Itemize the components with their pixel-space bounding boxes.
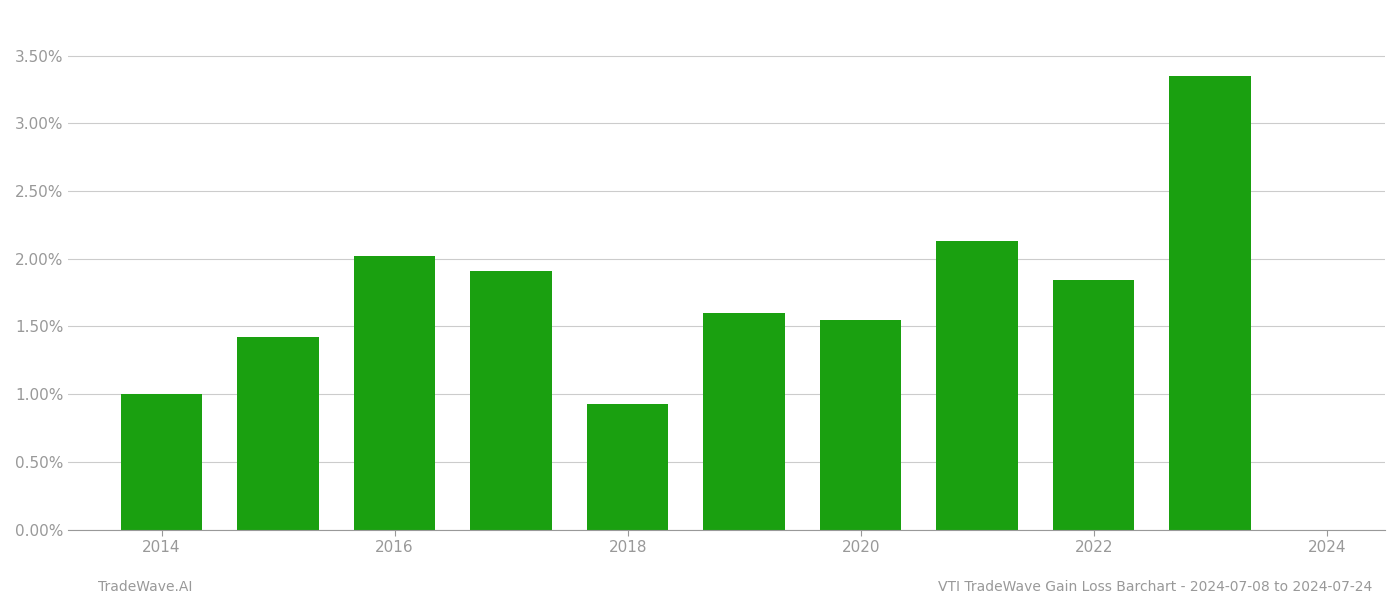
Bar <box>1169 76 1252 530</box>
Bar <box>937 241 1018 530</box>
Bar <box>703 313 785 530</box>
Bar <box>120 394 203 530</box>
Bar <box>820 320 902 530</box>
Bar <box>354 256 435 530</box>
Bar <box>238 337 319 530</box>
Text: TradeWave.AI: TradeWave.AI <box>98 580 192 594</box>
Bar <box>587 404 668 530</box>
Bar <box>1053 280 1134 530</box>
Bar <box>470 271 552 530</box>
Text: VTI TradeWave Gain Loss Barchart - 2024-07-08 to 2024-07-24: VTI TradeWave Gain Loss Barchart - 2024-… <box>938 580 1372 594</box>
